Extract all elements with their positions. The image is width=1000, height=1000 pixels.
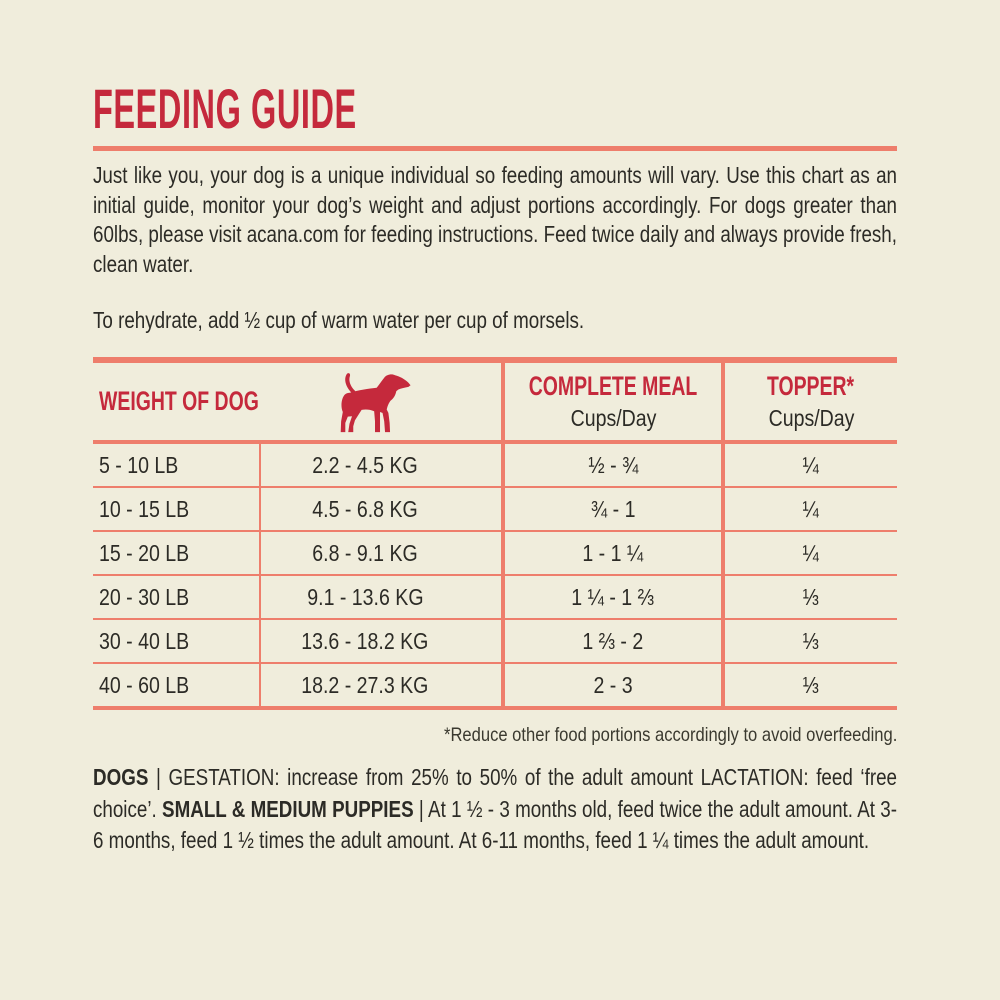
meal-cups-per-day-label: Cups/Day <box>570 405 656 431</box>
care-note-segment: DOGS <box>93 764 149 790</box>
table-header-weight: WEIGHT OF DOG <box>93 363 501 440</box>
complete-meal-label: COMPLETE MEAL <box>528 371 698 401</box>
care-instructions: DOGS | GESTATION: increase from 25% to 5… <box>93 762 897 857</box>
care-note-segment: | GESTATION: increase from 25% to 50% of… <box>93 764 897 822</box>
dog-silhouette-icon <box>340 373 411 433</box>
topper-cell: ⅓ <box>721 664 897 706</box>
topper-cell: ¼ <box>721 532 897 574</box>
weight-kg-cell: 2.2 - 4.5 KG <box>259 444 501 486</box>
intro-paragraph: Just like you, your dog is a unique indi… <box>93 162 897 277</box>
complete-meal-cell: 1 ⅔ - 2 <box>501 620 721 662</box>
topper-label: TOPPER* <box>767 371 855 401</box>
topper-cell: ⅓ <box>721 576 897 618</box>
weight-of-dog-label: WEIGHT OF DOG <box>99 386 259 416</box>
weight-kg-cell: 4.5 - 6.8 KG <box>259 488 501 530</box>
weight-kg-cell: 6.8 - 9.1 KG <box>259 532 501 574</box>
feeding-table: WEIGHT OF DOG COMPLETE MEAL Cups/Day TOP… <box>93 357 897 710</box>
weight-lb-cell: 40 - 60 LB <box>99 671 190 698</box>
complete-meal-cell: 2 - 3 <box>501 664 721 706</box>
topper-cell: ⅓ <box>721 620 897 662</box>
weight-kg-cell: 18.2 - 27.3 KG <box>259 664 501 706</box>
table-footnote: *Reduce other food portions accordingly … <box>443 724 897 746</box>
table-body: 5 - 10 LB 2.2 - 4.5 KG ½ - ¾ ¼ 10 - 15 LB 4.5… <box>93 444 897 706</box>
complete-meal-cell: ¾ - 1 <box>501 488 721 530</box>
weight-lb-cell: 20 - 30 LB <box>99 583 190 610</box>
weight-lb-cell: 30 - 40 LB <box>99 627 190 654</box>
complete-meal-cell: ½ - ¾ <box>501 444 721 486</box>
complete-meal-cell: 1 - 1 ¼ <box>501 532 721 574</box>
table-header-topper: TOPPER* Cups/Day <box>721 363 897 440</box>
weight-lb-cell: 5 - 10 LB <box>99 451 179 478</box>
table-header-complete-meal: COMPLETE MEAL Cups/Day <box>501 363 721 440</box>
care-note-segment: SMALL & MEDIUM PUPPIES <box>162 795 414 822</box>
table-header-row: WEIGHT OF DOG COMPLETE MEAL Cups/Day TOP… <box>93 363 897 444</box>
care-note-segment: | At 1 ½ - 3 months old, feed twice the … <box>93 795 897 854</box>
weight-lb-cell: 15 - 20 LB <box>99 539 190 566</box>
weight-kg-cell: 13.6 - 18.2 KG <box>259 620 501 662</box>
topper-cups-per-day-label: Cups/Day <box>768 405 854 431</box>
weight-lb-cell: 10 - 15 LB <box>99 495 190 522</box>
title-divider <box>93 146 897 151</box>
topper-cell: ¼ <box>721 444 897 486</box>
weight-kg-cell: 9.1 - 13.6 KG <box>259 576 501 618</box>
topper-cell: ¼ <box>721 488 897 530</box>
page-title: FEEDING GUIDE <box>93 77 357 140</box>
rehydrate-note: To rehydrate, add ½ cup of warm water pe… <box>93 307 585 333</box>
complete-meal-cell: 1 ¼ - 1 ⅔ <box>501 576 721 618</box>
